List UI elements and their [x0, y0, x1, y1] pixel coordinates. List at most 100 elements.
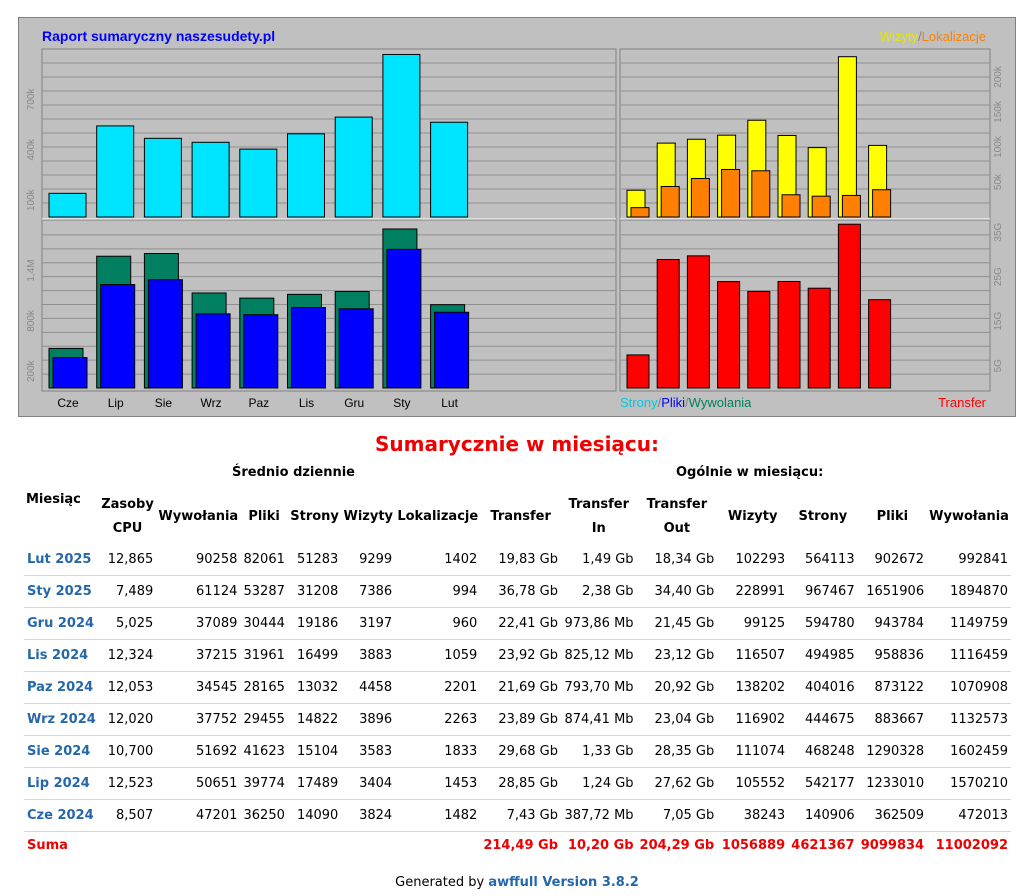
cell-cpu: 12,324	[98, 639, 157, 672]
cell-hits: 47201	[156, 799, 241, 832]
category-label: Cze	[57, 396, 79, 410]
cell-transfer: 22,41 Gb	[480, 607, 561, 640]
cell-tin: 874,41 Mb	[561, 703, 637, 736]
month-link[interactable]: Wrz 2024	[24, 703, 99, 736]
header-month-pages: Strony	[798, 509, 848, 524]
cell-m-hits: 1149759	[927, 607, 1011, 640]
tick-label: 1,4M	[26, 259, 37, 281]
header-month-visits: Wizyty	[727, 509, 778, 524]
bar-files	[338, 308, 374, 389]
month-link[interactable]: Lip 2024	[24, 767, 99, 800]
footer-prefix: Generated by	[395, 875, 485, 890]
month-link[interactable]: Sie 2024	[24, 735, 99, 768]
cell-m-hits: 1116459	[927, 639, 1011, 672]
cell-pages: 14822	[287, 703, 342, 736]
cell-visits: 7386	[341, 575, 396, 608]
header-transfer: Transfer	[490, 509, 551, 524]
sum-transfer: 214,49 Gb	[483, 838, 558, 853]
month-link[interactable]: Paz 2024	[24, 671, 99, 704]
cell-tout: 23,04 Gb	[636, 703, 718, 736]
cell-m-files: 883667	[857, 703, 928, 736]
bar-files	[434, 311, 470, 389]
cell-m-pages: 594780	[788, 607, 858, 640]
sum-files	[240, 832, 288, 860]
cell-m-hits: 1070908	[927, 671, 1011, 704]
cell-cpu: 12,523	[98, 767, 157, 800]
cell-sites: 960	[395, 607, 481, 640]
cell-m-visits: 228991	[717, 575, 789, 608]
cell-cpu: 8,507	[98, 799, 157, 832]
cell-pages: 19186	[287, 607, 342, 640]
cell-m-files: 1290328	[857, 735, 928, 768]
cell-hits: 61124	[156, 575, 241, 608]
cell-tout: 23,12 Gb	[636, 639, 718, 672]
cell-visits: 3404	[341, 767, 396, 800]
category-label: Wrz	[201, 396, 222, 410]
cell-tin: 1,33 Gb	[561, 735, 637, 768]
category-label: Lis	[299, 396, 314, 410]
bar-files	[291, 307, 326, 389]
cell-transfer: 23,92 Gb	[480, 639, 561, 672]
month-link[interactable]: Cze 2024	[24, 799, 99, 832]
bar-pages	[382, 53, 421, 218]
summary-table: Miesiąc Zasoby CPU Wywołania Pliki Strony…	[24, 490, 1011, 859]
cell-tout: 28,35 Gb	[636, 735, 718, 768]
category-label: Sie	[155, 396, 173, 410]
cell-pages: 17489	[287, 767, 342, 800]
month-link[interactable]: Lis 2024	[24, 639, 99, 672]
cell-m-pages: 140906	[788, 799, 858, 832]
table-row: Gru 2024 5,025 37089 30444 19186 3197 960 22,41…	[24, 607, 1011, 640]
cell-sites: 1833	[395, 735, 481, 768]
bar-files	[52, 357, 88, 389]
cell-m-pages: 494985	[788, 639, 858, 672]
table-row: Lis 2024 12,324 37215 31961 16499 3883 1059 23,…	[24, 639, 1011, 672]
cell-files: 31961	[240, 639, 288, 672]
legend-pages: Strony	[620, 395, 658, 410]
cell-hits: 37215	[156, 639, 241, 672]
cell-m-pages: 444675	[788, 703, 858, 736]
bar-pages	[334, 116, 373, 218]
cell-pages: 31208	[287, 575, 342, 608]
month-link[interactable]: Gru 2024	[24, 607, 99, 640]
bar-pages	[191, 141, 230, 218]
group-monthly-label: Ogólnie w miesiącu:	[676, 465, 824, 480]
legend-sites: Lokalizacje	[922, 29, 986, 44]
cell-m-hits: 1570210	[927, 767, 1011, 800]
cell-sites: 1059	[395, 639, 481, 672]
cell-tout: 27,62 Gb	[636, 767, 718, 800]
cell-m-files: 1651906	[857, 575, 928, 608]
cell-m-files: 902672	[857, 544, 928, 576]
sum-hits	[156, 832, 240, 860]
bar-sites	[841, 194, 861, 218]
cell-tin: 973,86 Mb	[561, 607, 637, 640]
bar-files	[243, 314, 279, 389]
cell-sites: 1482	[395, 799, 481, 832]
bar-pages	[48, 192, 87, 218]
cell-visits: 3583	[341, 735, 396, 768]
bar-transfer	[807, 287, 831, 389]
sum-row: Suma 214,49 Gb 10,20 Gb 204,29 Gb 1056889 462…	[24, 832, 1011, 860]
cell-transfer: 36,78 Gb	[480, 575, 561, 608]
cell-hits: 34545	[156, 671, 241, 704]
cell-pages: 14090	[287, 799, 342, 832]
cell-m-visits: 105552	[717, 767, 789, 800]
tick-label: 150k	[993, 100, 1004, 123]
header-month-hits: Wywołania	[929, 509, 1009, 524]
sum-m-pages: 4621367	[791, 838, 855, 853]
bar-pages	[430, 121, 469, 218]
month-link[interactable]: Sty 2025	[24, 575, 99, 608]
month-link[interactable]: Lut 2025	[24, 544, 99, 576]
cell-tin: 825,12 Mb	[561, 639, 637, 672]
awffull-link[interactable]: awffull Version 3.8.2	[488, 875, 639, 890]
cell-m-pages: 468248	[788, 735, 858, 768]
category-label: Lut	[441, 396, 458, 410]
bar-pages	[239, 148, 278, 218]
header-transfer-out: Transfer Out	[646, 497, 708, 536]
cell-files: 29455	[240, 703, 288, 736]
cell-m-pages: 542177	[788, 767, 858, 800]
tick-label: 5G	[993, 359, 1004, 373]
cell-visits: 4458	[341, 671, 396, 704]
bar-pages	[96, 125, 135, 218]
cell-visits: 9299	[341, 544, 396, 576]
header-sites: Lokalizacje	[397, 509, 479, 524]
